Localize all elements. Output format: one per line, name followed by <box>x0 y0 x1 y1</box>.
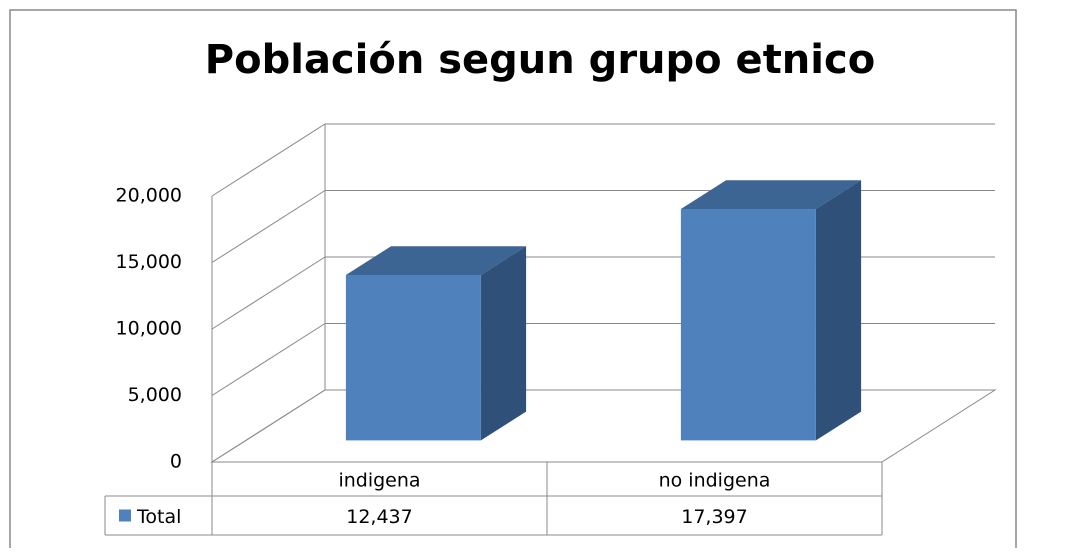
x-tick-label: indigena <box>338 470 420 492</box>
chart-title: Población segun grupo etnico <box>205 37 875 83</box>
y-tick-label: 5,000 <box>128 384 182 406</box>
table-value: 12,437 <box>346 506 412 528</box>
bar <box>680 209 816 441</box>
bar-side <box>480 246 527 441</box>
y-tick-label: 15,000 <box>116 251 182 273</box>
bar <box>345 274 481 441</box>
bar-top <box>680 180 862 210</box>
table-value: 17,397 <box>681 506 747 528</box>
grid-line <box>211 389 326 463</box>
y-tick-label: 10,000 <box>116 318 182 340</box>
bar-side <box>815 180 862 441</box>
legend-swatch <box>119 509 131 522</box>
legend-label: Total <box>136 506 181 528</box>
x-tick-label: no indigena <box>659 470 771 492</box>
grid-line <box>211 190 326 263</box>
y-tick-label: 20,000 <box>116 185 182 207</box>
bar-top <box>345 246 527 275</box>
grid-line <box>211 323 326 396</box>
grid-line <box>211 256 326 330</box>
grid-line <box>211 123 326 197</box>
y-tick-label: 0 <box>170 451 182 473</box>
